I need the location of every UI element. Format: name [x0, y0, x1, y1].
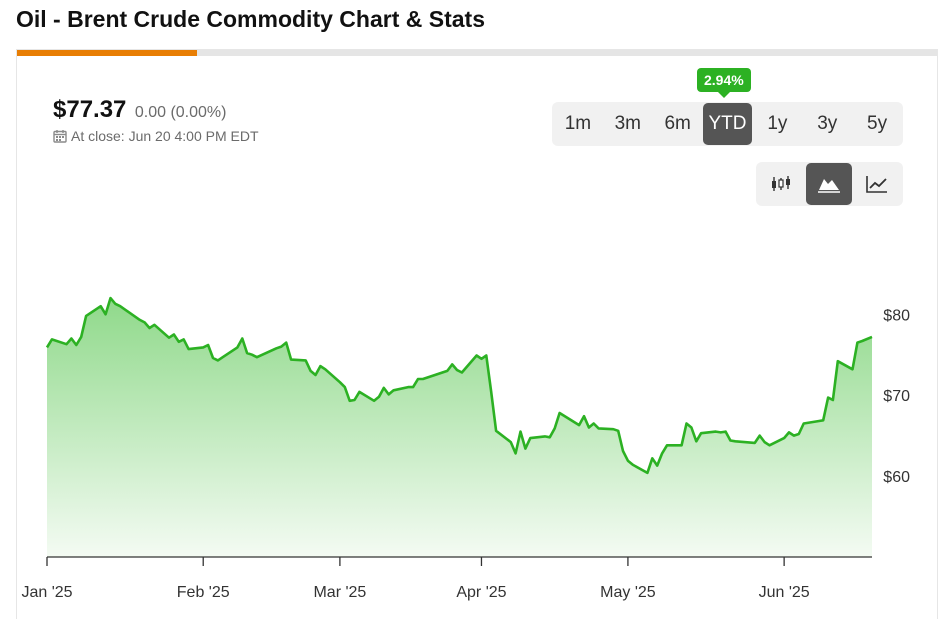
x-tick-label: Jun '25	[759, 584, 810, 601]
x-tick-label: Jan '25	[21, 584, 72, 601]
chart-type-selector	[756, 162, 903, 206]
x-tick-label: Mar '25	[313, 584, 366, 601]
card-accent-bar	[17, 50, 197, 56]
range-ytd-button[interactable]: YTD	[702, 103, 753, 145]
range-selector: 1m 3m 6m YTD 1y 3y 5y	[552, 102, 903, 146]
range-6m-button[interactable]: 6m	[664, 113, 691, 134]
ytd-change-badge: 2.94%	[697, 68, 751, 98]
range-3m-button[interactable]: 3m	[614, 113, 641, 134]
y-tick-label: $60	[883, 469, 910, 486]
calendar-icon	[53, 130, 67, 143]
x-tick-label: Apr '25	[456, 584, 506, 601]
price-area-fill	[47, 298, 872, 557]
page-title: Oil - Brent Crude Commodity Chart & Stat…	[16, 6, 485, 32]
price-series-line	[45, 296, 873, 475]
candlestick-chart-button[interactable]	[758, 163, 804, 205]
candlestick-icon	[772, 176, 790, 191]
price-change: 0.00 (0.00%)	[134, 104, 227, 121]
current-price: $77.37	[53, 96, 127, 123]
range-1y-button[interactable]: 1y	[767, 113, 788, 134]
line-icon	[866, 176, 887, 193]
mountain-chart-button[interactable]	[806, 163, 852, 205]
x-tick-label: Feb '25	[177, 584, 230, 601]
range-3y-button[interactable]: 3y	[817, 113, 838, 134]
close-time-text: At close: Jun 20 4:00 PM EDT	[71, 128, 259, 144]
quote-block: $77.37 0.00 (0.00%) At close: Jun 20 4:0…	[53, 96, 259, 144]
mountain-icon	[818, 179, 840, 193]
line-chart-button[interactable]	[854, 163, 900, 205]
card-topbar	[17, 50, 937, 56]
range-5y-button[interactable]: 5y	[867, 113, 888, 134]
y-tick-label: $70	[883, 388, 910, 405]
range-1m-button[interactable]: 1m	[564, 113, 592, 134]
y-tick-label: $80	[883, 307, 910, 324]
close-time: At close: Jun 20 4:00 PM EDT	[53, 128, 259, 144]
x-tick-label: May '25	[600, 584, 656, 601]
